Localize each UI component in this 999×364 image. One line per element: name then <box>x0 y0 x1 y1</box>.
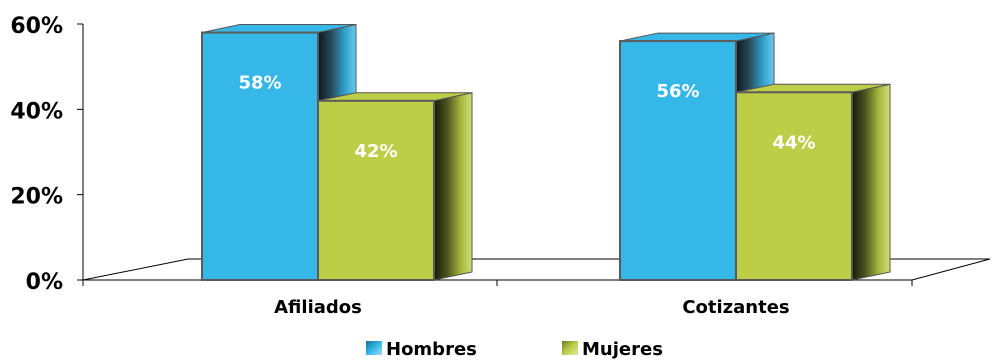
legend-item-hombres: Hombres <box>366 339 477 360</box>
x-category-label: Afiliados <box>274 297 362 318</box>
y-tick-label: 60% <box>10 14 63 39</box>
bar-front-face <box>735 91 853 282</box>
y-axis-ticks: 0% 20% 40% 60% <box>10 14 83 295</box>
data-label: 44% <box>772 132 815 153</box>
data-labels: 58% 42% 56% 44% <box>238 73 815 162</box>
data-label: 56% <box>656 81 699 102</box>
bar-front-face <box>619 40 737 281</box>
legend: Hombres Mujeres <box>366 339 663 360</box>
bar-mujeres-afiliados <box>317 92 473 281</box>
bar-front-face <box>317 99 435 281</box>
bar-mujeres-cotizantes <box>735 83 891 282</box>
bars <box>201 23 891 282</box>
bar-front-face <box>201 31 319 281</box>
bar-side-face <box>851 83 891 281</box>
legend-label: Hombres <box>386 339 477 360</box>
y-tick-label: 40% <box>10 99 63 124</box>
x-category-label: Cotizantes <box>682 297 789 318</box>
legend-swatch <box>562 341 578 355</box>
bar-side-face <box>433 92 473 281</box>
data-label: 42% <box>354 141 397 162</box>
data-label: 58% <box>238 73 281 94</box>
y-tick-label: 0% <box>26 270 63 295</box>
y-tick-label: 20% <box>10 185 63 210</box>
legend-label: Mujeres <box>582 339 663 360</box>
x-axis-categories: Afiliados Cotizantes <box>82 280 913 318</box>
legend-swatch <box>366 341 382 355</box>
legend-item-mujeres: Mujeres <box>562 339 663 360</box>
